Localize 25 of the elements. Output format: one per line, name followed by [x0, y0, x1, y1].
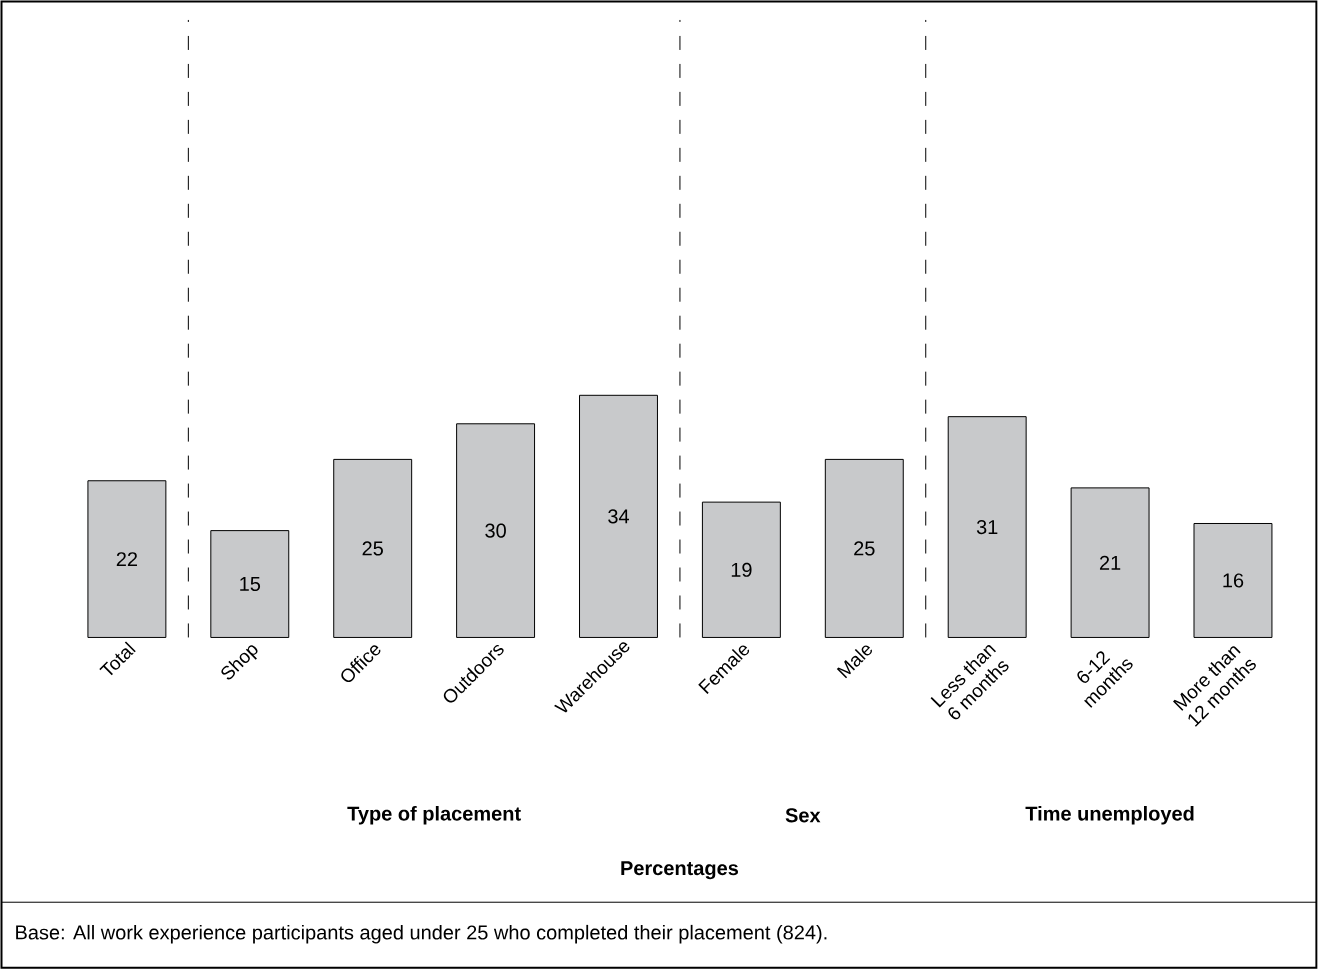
- bar: [1193, 522, 1273, 638]
- bar: [947, 416, 1027, 638]
- data-label: 30: [485, 523, 506, 538]
- data-label: 31: [976, 519, 998, 535]
- data-label: 34: [608, 509, 630, 524]
- text: Percentages: [621, 861, 739, 880]
- data-label: 22: [116, 552, 138, 567]
- data-label: 25: [854, 541, 875, 556]
- bar: [701, 501, 781, 638]
- data-label: 16: [1223, 573, 1244, 588]
- data-label: 21: [1099, 555, 1121, 570]
- bar: [210, 530, 290, 638]
- text: Base: All work experience participants aged under 25 who completed their placement (824).: [16, 924, 827, 944]
- text: Time unemployed: [1025, 805, 1194, 825]
- bar: [579, 394, 658, 638]
- bar: [333, 458, 413, 638]
- bar: [456, 423, 536, 638]
- data-label: 25: [362, 541, 383, 556]
- data-label: 15: [240, 576, 261, 591]
- text: Sex: [785, 808, 821, 823]
- bar: [824, 458, 904, 638]
- text: Type of placement: [347, 805, 521, 825]
- bar: [1070, 487, 1150, 638]
- data-label: 19: [731, 562, 752, 577]
- bar: [87, 480, 167, 638]
